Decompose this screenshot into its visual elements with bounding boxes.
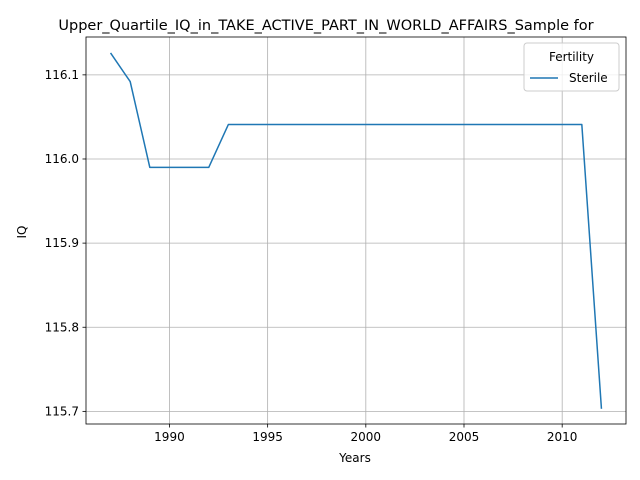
y-tick-label: 116.1	[45, 68, 79, 82]
y-tick-label: 115.8	[45, 320, 79, 334]
y-tick-label: 115.9	[45, 236, 79, 250]
x-tick-label: 2005	[449, 430, 480, 444]
plot-background	[86, 37, 626, 424]
y-tick-label: 115.7	[45, 404, 79, 418]
x-axis-label: Years	[338, 451, 371, 465]
x-tick-label: 2010	[547, 430, 578, 444]
legend-title: Fertility	[549, 50, 594, 64]
x-tick-label: 2000	[351, 430, 382, 444]
plot-area: 1990 1995 2000 2005 2010 115.7 115.8 115.9 116.…	[45, 37, 626, 444]
chart-title: Upper_Quartile_IQ_in_TAKE_ACTIVE_PART_IN…	[58, 18, 593, 34]
x-tick-label: 1990	[154, 430, 185, 444]
legend: Fertility Sterile	[524, 43, 619, 91]
x-tick-label: 1995	[252, 430, 283, 444]
legend-label-sterile: Sterile	[569, 71, 608, 85]
y-axis-label: IQ	[15, 226, 29, 239]
y-tick-label: 116.0	[45, 152, 79, 166]
